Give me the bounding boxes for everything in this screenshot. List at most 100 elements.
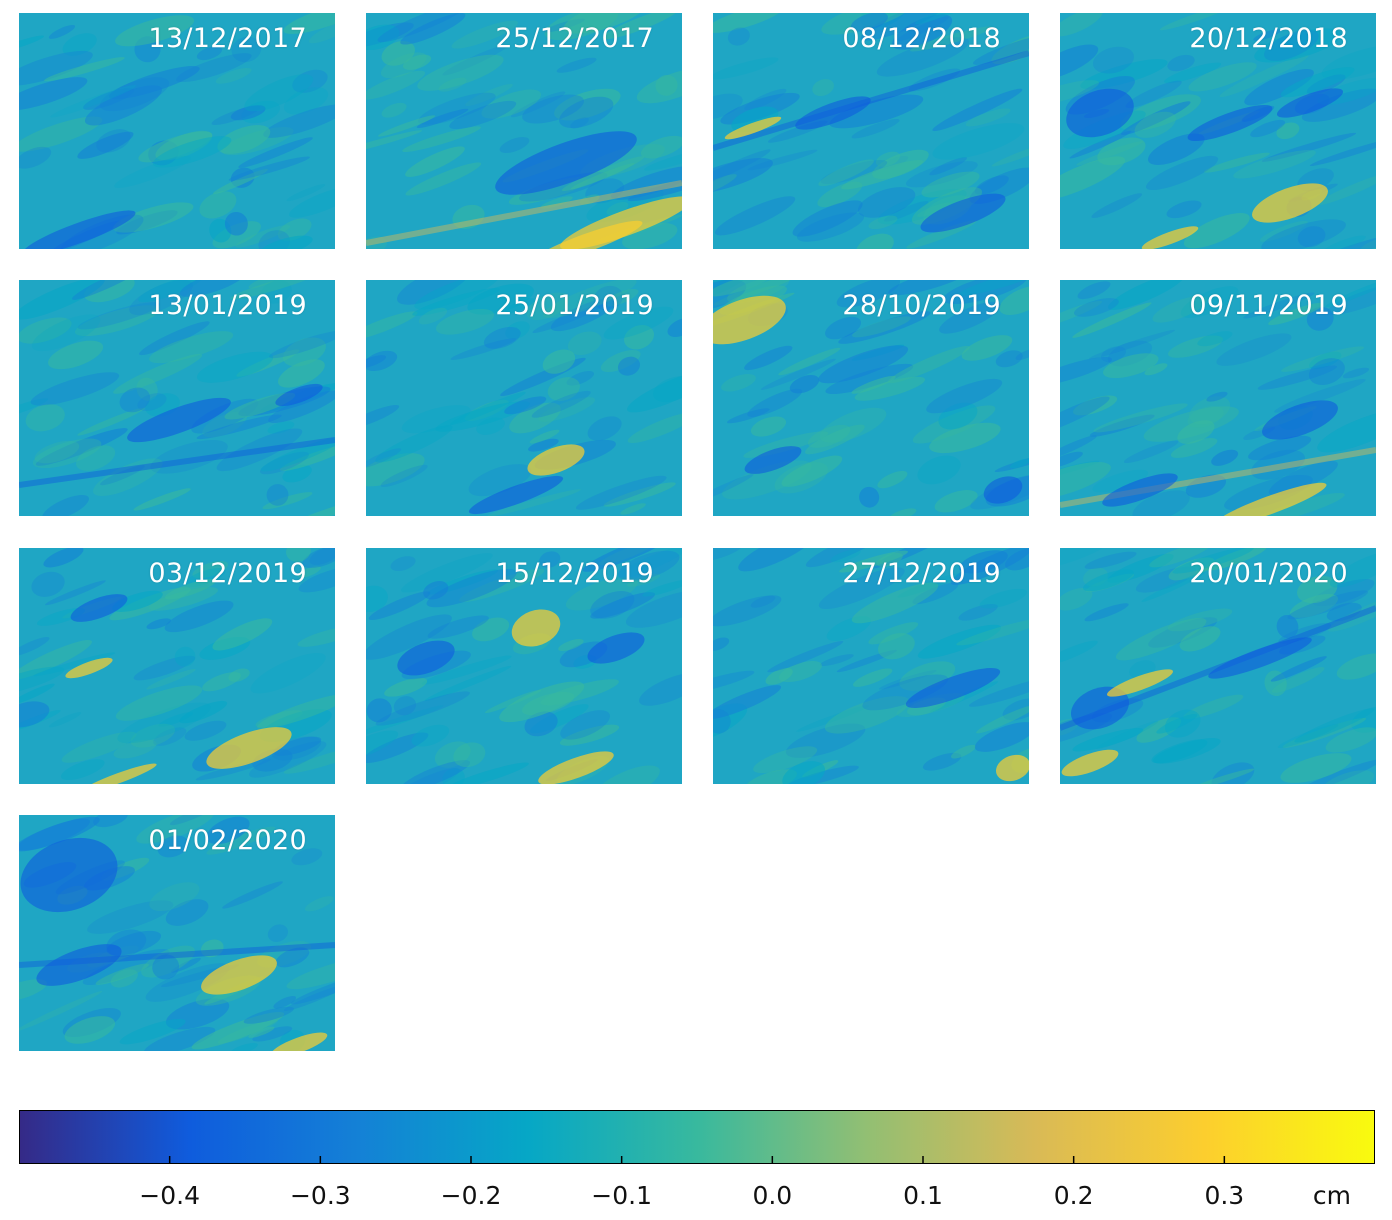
panel-12: 20/01/2020 <box>1060 548 1376 784</box>
field-speckle <box>744 769 797 784</box>
field-low-patch <box>1102 473 1178 507</box>
field-speckle <box>93 815 128 828</box>
field-speckle <box>859 486 880 508</box>
field-speckle <box>304 896 334 912</box>
field-high-patch <box>538 751 614 784</box>
field-speckle <box>19 50 93 86</box>
panel-date: 20/12/2018 <box>1189 23 1348 54</box>
panel-4: 20/12/2018 <box>1060 13 1376 249</box>
field-speckle <box>297 626 335 647</box>
field-speckle <box>1326 283 1376 315</box>
field-speckle <box>932 123 1025 160</box>
field-band <box>713 50 1029 151</box>
field-speckle <box>854 376 926 401</box>
field-low-patch <box>495 131 637 195</box>
field-speckle <box>146 669 196 690</box>
panel-field <box>19 280 335 516</box>
field-speckle <box>145 963 230 1002</box>
field-speckle <box>1005 548 1029 571</box>
field-speckle <box>542 280 637 319</box>
field-speckle <box>807 424 851 448</box>
field-speckle <box>1115 617 1207 661</box>
field-speckle <box>1085 573 1135 593</box>
field-speckle <box>64 1016 116 1044</box>
field-speckle <box>400 553 493 593</box>
field-speckle <box>1320 770 1375 784</box>
field-low-patch <box>70 594 128 622</box>
field-speckle <box>1060 44 1099 80</box>
field-speckle <box>805 424 865 455</box>
panel-date: 01/02/2020 <box>148 825 307 856</box>
field-speckle <box>212 618 273 651</box>
field-low-patch <box>1066 88 1134 138</box>
field-speckle <box>542 349 576 374</box>
field-speckle <box>566 370 595 386</box>
field-speckle <box>19 146 52 169</box>
field-speckle <box>77 407 145 436</box>
field-low-patch <box>1208 637 1312 679</box>
field-speckle <box>384 677 428 697</box>
field-speckle <box>1149 548 1212 568</box>
field-speckle <box>590 592 656 619</box>
field-speckle <box>19 398 49 420</box>
field-speckle <box>727 408 770 424</box>
field-speckle <box>1188 62 1257 92</box>
field-speckle <box>1321 235 1366 249</box>
field-speckle <box>62 33 97 56</box>
field-speckle <box>366 730 399 762</box>
field-speckle <box>19 116 103 152</box>
field-speckle <box>1002 698 1029 721</box>
field-band <box>366 180 682 246</box>
field-speckle <box>289 186 335 218</box>
panel-date: 03/12/2019 <box>148 558 307 589</box>
panel-date: 08/12/2018 <box>842 23 1001 54</box>
field-speckle <box>1164 62 1222 84</box>
field-high-patch <box>270 1032 328 1051</box>
field-speckle <box>401 405 471 434</box>
field-speckle <box>1170 438 1218 458</box>
field-speckle <box>1219 54 1309 98</box>
field-speckle <box>76 445 116 471</box>
field-speckle <box>402 126 481 152</box>
field-speckle <box>1107 553 1174 583</box>
field-speckle <box>149 331 234 364</box>
field-speckle <box>851 119 900 139</box>
field-speckle <box>1100 346 1127 363</box>
panel-field <box>19 13 335 249</box>
field-speckle <box>713 174 737 198</box>
field-speckle <box>366 614 452 660</box>
field-speckle <box>366 130 423 157</box>
field-speckle <box>969 675 1029 707</box>
field-speckle <box>713 280 801 306</box>
field-speckle <box>19 280 105 320</box>
field-speckle <box>747 388 803 417</box>
field-speckle <box>257 694 335 729</box>
field-speckle <box>1251 492 1345 516</box>
field-speckle <box>713 280 772 297</box>
field-speckle <box>1282 717 1367 748</box>
field-speckle <box>1187 406 1224 428</box>
field-speckle <box>263 104 335 138</box>
field-speckle <box>839 550 908 573</box>
field-speckle <box>1083 567 1108 587</box>
field-speckle <box>991 140 1029 167</box>
field-speckle <box>1060 588 1093 611</box>
field-speckle <box>249 741 327 778</box>
panel-field <box>1060 13 1376 249</box>
colorbar-unit: cm <box>1313 1181 1351 1210</box>
field-speckle <box>908 68 961 92</box>
colorbar-tick-label: 0.1 <box>903 1181 943 1210</box>
field-speckle <box>868 215 898 230</box>
field-speckle <box>1271 667 1325 693</box>
field-speckle <box>1342 367 1370 379</box>
field-speckle <box>286 548 311 562</box>
field-speckle <box>1168 557 1215 581</box>
field-speckle <box>579 194 600 205</box>
field-speckle <box>1072 728 1144 752</box>
field-speckle <box>213 169 268 195</box>
field-speckle <box>283 87 329 115</box>
field-speckle <box>1329 550 1376 588</box>
field-speckle <box>1060 451 1083 468</box>
panel-field <box>713 548 1029 784</box>
field-speckle <box>417 54 504 91</box>
